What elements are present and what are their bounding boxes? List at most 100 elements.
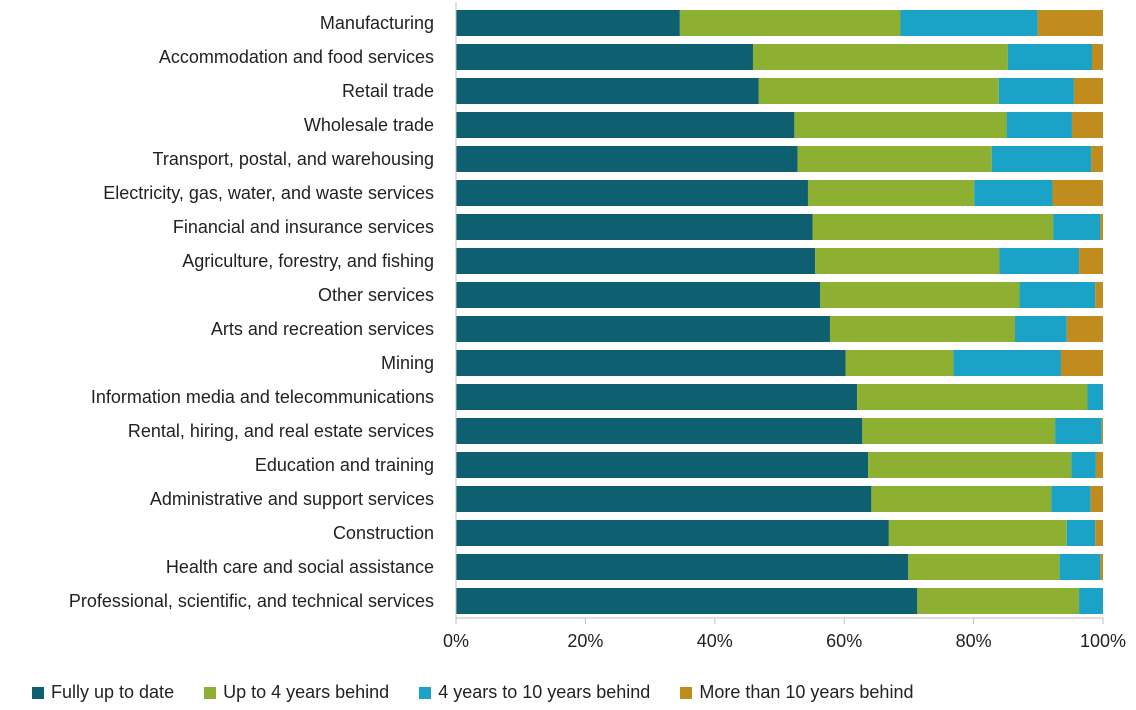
legend-label: Fully up to date [51,682,175,702]
bar-segment [456,44,753,70]
category-label: Mining [381,353,434,373]
category-label: Accommodation and food services [159,47,434,67]
category-label: Manufacturing [320,13,434,33]
bar-segment [900,10,1038,36]
bar-segment [1071,452,1096,478]
bar-segment [456,350,846,376]
x-tick-label: 80% [956,631,992,651]
bar-segment [1095,452,1103,478]
bar-segment [1092,44,1103,70]
bar-segment [974,180,1053,206]
bar-segment [1079,588,1103,614]
category-label: Rental, hiring, and real estate services [128,421,434,441]
bar-segment [679,10,901,36]
bar-segment [998,78,1074,104]
legend-swatch [680,686,693,699]
bar-segment [456,78,759,104]
bar-segment [1037,10,1103,36]
category-label: Construction [333,523,434,543]
bar-segment [1091,146,1103,172]
bar-segment [1101,418,1103,444]
bar-segment [456,554,909,580]
category-label: Education and training [255,455,434,475]
bar-segment [908,554,1060,580]
category-label: Electricity, gas, water, and waste servi… [103,183,434,203]
bar-segment [456,248,816,274]
bar-segment [1090,486,1103,512]
bar-segment [1019,282,1096,308]
legend-swatch [204,686,217,699]
chart-legend: Fully up to date Up to 4 years behind 4 ye… [32,682,943,703]
bar-segment [456,486,872,512]
bar-segment [456,316,830,342]
x-tick-label: 40% [697,631,733,651]
bar-segment [1066,520,1096,546]
x-tick-label: 100% [1080,631,1126,651]
bar-segment [1052,180,1103,206]
bar-segment [456,146,798,172]
bar-segment [1060,350,1103,376]
legend-label: 4 years to 10 years behind [438,682,651,702]
stacked-bar-chart: Manufacturing Accommodation and food serv… [69,2,1126,651]
bar-segment [794,112,1007,138]
legend-swatch [419,686,432,699]
bar-segment [1006,112,1072,138]
bar-segment [456,384,858,410]
x-tick-label: 0% [443,631,469,651]
category-label: Agriculture, forestry, and fishing [182,251,434,271]
bar-segment [845,350,954,376]
bar-segment [999,248,1080,274]
bar-segment [1079,248,1103,274]
bar-segment [820,282,1020,308]
category-label: Wholesale trade [304,115,434,135]
bar-segment [758,78,999,104]
bar-segment [456,588,918,614]
bar-segment [1095,520,1103,546]
category-label: Health care and social assistance [166,557,434,577]
bar-segment [1095,282,1103,308]
bar-segment [862,418,1056,444]
legend-label: More than 10 years behind [699,682,914,702]
bar-segment [752,44,1008,70]
category-label: Financial and insurance services [173,217,434,237]
x-tick-label: 20% [567,631,603,651]
category-label: Retail trade [342,81,434,101]
legend-item: Up to 4 years behind [204,682,389,703]
bar-segment [1051,486,1091,512]
bar-segment [456,10,680,36]
bar-segment [871,486,1052,512]
category-label: Administrative and support services [150,489,434,509]
bar-segment [1053,214,1101,240]
bar-segment [868,452,1072,478]
bar-segment [1073,78,1103,104]
bar-segment [456,180,808,206]
bar-segment [1071,112,1103,138]
bar-segment [829,316,1016,342]
category-label: Arts and recreation services [211,319,434,339]
bar-segment [888,520,1067,546]
bar-segment [1007,44,1093,70]
category-label: Transport, postal, and warehousing [153,149,435,169]
legend-item: More than 10 years behind [680,682,913,703]
bar-segment [953,350,1061,376]
bar-segment [815,248,1000,274]
bar-segment [456,214,813,240]
category-label: Professional, scientific, and technical … [69,591,434,611]
bar-segment [1055,418,1102,444]
bar-segment [807,180,975,206]
bar-segment [857,384,1088,410]
bar-segment [456,520,889,546]
bar-segment [1015,316,1067,342]
legend-swatch [32,686,44,699]
bar-segment [1066,316,1103,342]
bar-segment [456,112,795,138]
category-label: Information media and telecommunications [91,387,434,407]
bar-segment [1100,214,1103,240]
legend-item: 4 years to 10 years behind [419,682,650,703]
bar-segment [1100,554,1103,580]
bar-segment [797,146,992,172]
legend-label: Up to 4 years behind [223,682,390,702]
bar-segment [456,282,821,308]
bar-segment [812,214,1054,240]
bar-segment [1059,554,1101,580]
